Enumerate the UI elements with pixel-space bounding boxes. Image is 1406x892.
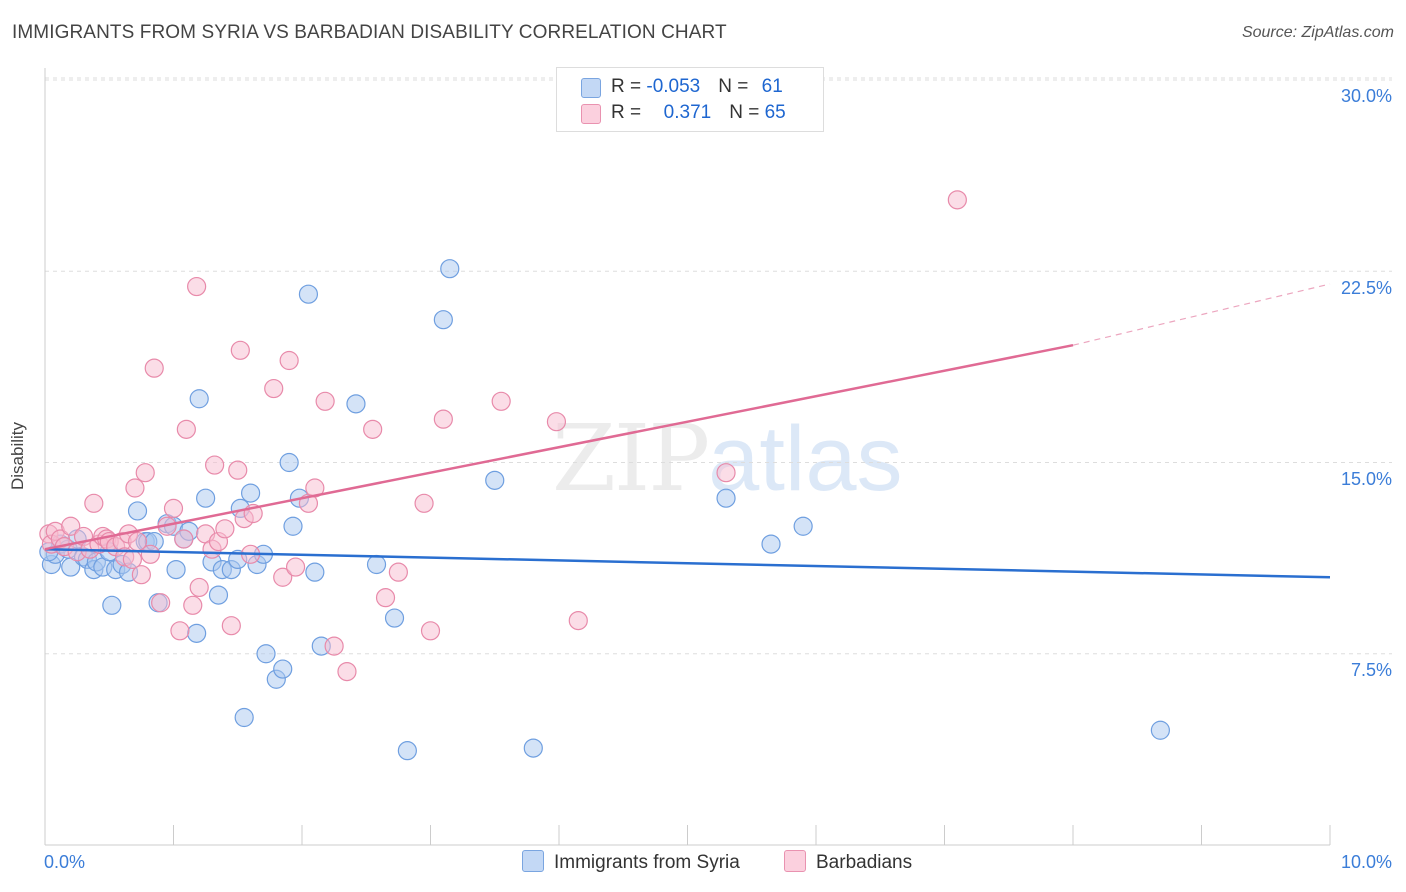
syria-point [208, 585, 229, 605]
barbadian-point [170, 621, 190, 641]
barbadian-point [420, 621, 441, 641]
syria-point [127, 501, 148, 521]
legend-n-value: 65 [764, 102, 786, 123]
barbadian-point [221, 616, 241, 636]
syria-point [346, 394, 366, 414]
bottom-legend-label: Immigrants from Syria [554, 852, 740, 873]
legend-n-value: 61 [761, 76, 783, 97]
barbadian-point [189, 577, 209, 598]
legend-r-value: -0.053 [646, 76, 701, 97]
y-tick-label-15: 15.0% [1340, 469, 1392, 489]
barbadian-point [140, 544, 160, 564]
syria-point [440, 259, 460, 279]
legend-r-label: R = [611, 102, 647, 123]
barbadian-point [230, 340, 250, 360]
syria-point [523, 738, 543, 758]
barbadian-point [716, 463, 736, 483]
syria-trend-line [44, 547, 1331, 579]
barbadian-point [176, 419, 196, 439]
barbadian-point [375, 588, 396, 608]
syria-point [305, 562, 325, 582]
barbadian-point [228, 460, 248, 480]
barbadian-point [264, 378, 284, 399]
syria-point [196, 488, 216, 508]
barbadian-point [491, 391, 511, 411]
barbadian-point [131, 565, 151, 585]
barbadian-point [174, 529, 194, 549]
barbadian-point [414, 493, 434, 513]
syria-point [279, 452, 299, 473]
barbadian-point [433, 409, 453, 429]
syria-point [485, 470, 505, 490]
legend-n-label: N = [729, 102, 765, 123]
watermark-atlas: atlas [708, 408, 903, 510]
syria-point [273, 659, 293, 679]
barbadian-point [315, 391, 335, 411]
syria-point [298, 284, 319, 304]
bottom-legend-swatch-pink [784, 850, 806, 872]
y-tick-label-22-5: 22.5% [1340, 278, 1392, 298]
syria-point [793, 516, 813, 536]
barbadian-point [215, 519, 235, 539]
x-tick-label-max: 10.0% [1340, 852, 1392, 872]
x-tick-label-min: 0.0% [44, 852, 86, 872]
barbadian-point [125, 478, 145, 498]
barbadian-point [388, 562, 408, 582]
barbadian-point [187, 276, 207, 297]
barbadian-point [568, 610, 588, 631]
barbadian-point [205, 455, 225, 475]
source-label: Source: ZipAtlas.com [1241, 24, 1394, 41]
barbadian-point [947, 190, 967, 210]
barbadian-point [279, 350, 299, 371]
barbadian-point [135, 463, 155, 483]
syria-point [283, 516, 303, 536]
y-tick-label-30: 30.0% [1340, 86, 1392, 106]
syria-point [384, 608, 405, 628]
barbadian-point [285, 557, 306, 577]
legend-n-label: N = [718, 76, 754, 97]
chart-title: IMMIGRANTS FROM SYRIA VS BARBADIAN DISAB… [12, 22, 727, 43]
barbadian-point [337, 661, 357, 682]
syria-point [397, 741, 417, 761]
barbadian-trend-line [44, 343, 1074, 551]
syria-point [166, 559, 186, 580]
legend-swatch-pink [581, 104, 601, 124]
legend-r-value: 0.371 [658, 102, 712, 123]
syria-point [102, 595, 122, 615]
syria-point [189, 389, 209, 409]
syria-point [234, 707, 254, 728]
barbadian-point [273, 567, 293, 587]
barbadian-point [546, 412, 567, 432]
barbadian-point [84, 493, 104, 513]
barbadian-trend-extension [1072, 283, 1331, 346]
barbadian-point [324, 636, 344, 656]
syria-point [1150, 720, 1170, 740]
syria-point [256, 644, 276, 664]
correlation-legend: R = -0.053 N = 61 R = 0.371 N = 65 [556, 67, 824, 132]
syria-point [241, 483, 261, 503]
bottom-legend-label: Barbadians [816, 852, 913, 873]
barbadian-point [183, 595, 203, 615]
syria-point [187, 623, 207, 643]
syria-point [433, 310, 453, 330]
barbadian-point [144, 358, 164, 378]
barbadian-point [305, 478, 325, 498]
legend-r-label: R = [611, 76, 647, 97]
bottom-legend-barbadians: Barbadians [784, 850, 912, 874]
bottom-legend-syria: Immigrants from Syria [522, 850, 740, 874]
legend-swatch-blue [581, 78, 601, 98]
bottom-legend-swatch-blue [522, 850, 544, 872]
y-tick-label-7-5: 7.5% [1350, 660, 1392, 680]
barbadian-point [163, 498, 184, 518]
barbadian-point [363, 419, 383, 439]
barbadian-point [61, 516, 81, 536]
syria-point [761, 534, 781, 554]
syria-point [366, 554, 387, 575]
syria-point [716, 488, 736, 508]
barbadian-point [151, 593, 171, 613]
